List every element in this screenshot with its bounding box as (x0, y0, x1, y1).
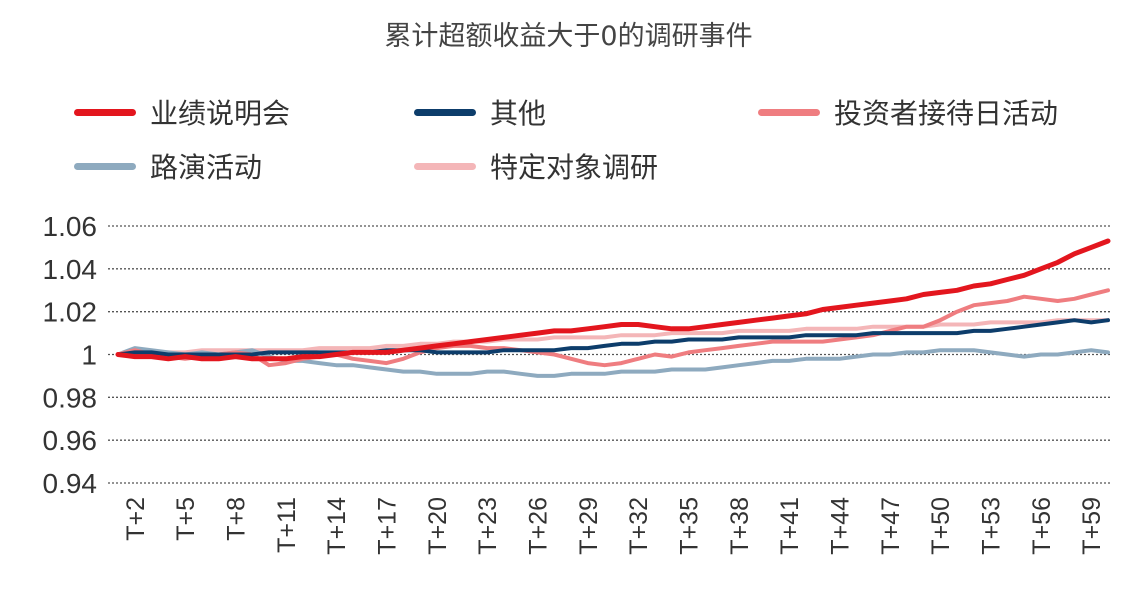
x-tick-label: T+20 (424, 497, 452, 555)
y-tick-label: 1.06 (43, 211, 98, 242)
legend: 业绩说明会 其他 投资者接待日活动 路演活动 特定对象调研 (0, 0, 1137, 200)
legend-label: 投资者接待日活动 (834, 97, 1059, 130)
x-tick-label: T+38 (726, 497, 754, 555)
x-tick-label: T+47 (877, 497, 905, 555)
legend-swatch (758, 108, 820, 116)
y-tick-label: 0.94 (43, 468, 98, 499)
chart-title: 累计超额收益大于0的调研事件 (384, 21, 753, 52)
series-line-1 (116, 318, 1110, 357)
x-tick-label: T+14 (323, 497, 351, 555)
y-tick-label: 1.02 (43, 297, 98, 328)
y-axis-ticks: 1.06 1.04 1.02 1 0.98 0.96 0.94 (43, 211, 98, 499)
x-tick-label: T+41 (776, 497, 804, 555)
x-tick-label: T+44 (827, 497, 855, 555)
legend-item: 路演活动 (74, 146, 262, 186)
legend-label: 特定对象调研 (490, 151, 659, 184)
y-tick-label: 1.04 (43, 254, 98, 285)
legend-item: 特定对象调研 (414, 146, 658, 186)
legend-item: 其他 (414, 92, 546, 132)
series-line-0 (115, 238, 1111, 362)
legend-item: 投资者接待日活动 (758, 92, 1058, 132)
legend-swatch (414, 162, 476, 170)
x-tick-label: T+8 (222, 497, 250, 541)
x-tick-label: T+35 (676, 497, 704, 555)
series-line-2 (116, 288, 1110, 368)
legend-swatch (74, 162, 136, 170)
series-line-4 (116, 318, 1110, 357)
x-tick-label: T+5 (172, 497, 200, 541)
x-axis-ticks: T+2 T+5 T+8 T+11 T+14 T+17 T+20 T+23 T+26 T+29 T+3… (122, 497, 1106, 555)
legend-label: 路演活动 (150, 151, 263, 184)
x-tick-label: T+17 (373, 497, 401, 555)
legend-swatch (414, 108, 476, 116)
y-tick-label: 0.96 (43, 425, 98, 456)
legend-label: 其他 (490, 97, 547, 130)
x-tick-label: T+56 (1028, 497, 1056, 555)
x-tick-label: T+23 (474, 497, 502, 555)
y-tick-label: 1 (81, 340, 97, 371)
gridlines (108, 225, 1112, 484)
legend-item: 业绩说明会 (74, 92, 290, 132)
y-tick-label: 0.98 (43, 382, 98, 413)
legend-swatch (74, 108, 136, 116)
x-tick-label: T+59 (1078, 497, 1106, 555)
series-lines (115, 238, 1111, 378)
x-tick-label: T+29 (575, 497, 603, 555)
legend-label: 业绩说明会 (150, 97, 291, 130)
x-tick-label: T+11 (273, 497, 301, 553)
x-tick-label: T+50 (927, 497, 955, 555)
x-tick-label: T+32 (625, 497, 653, 555)
x-tick-label: T+2 (122, 497, 150, 541)
x-tick-label: T+26 (524, 497, 552, 555)
x-tick-label: T+53 (978, 497, 1006, 555)
